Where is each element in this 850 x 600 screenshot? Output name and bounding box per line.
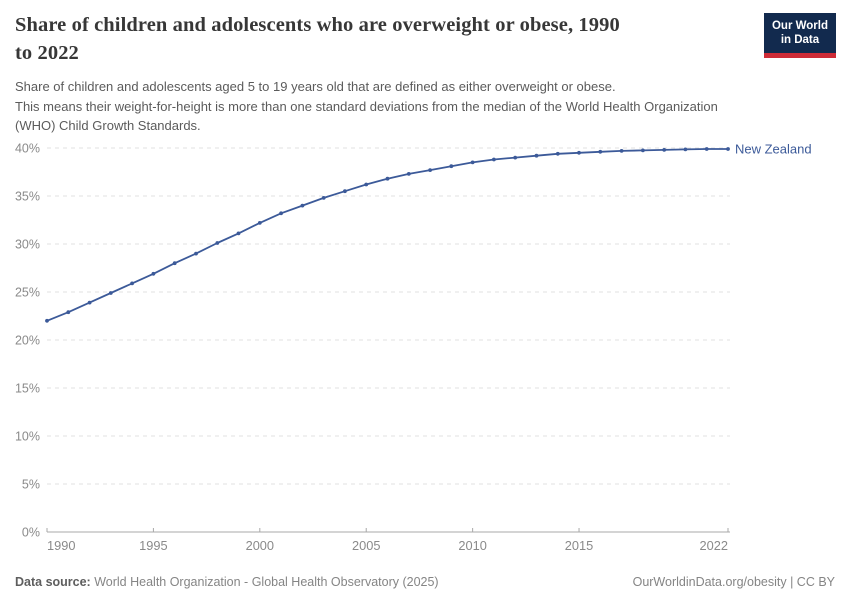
series-line[interactable]	[46, 148, 729, 322]
data-point[interactable]	[534, 153, 539, 158]
data-point[interactable]	[130, 281, 135, 286]
y-axis-tick-label: 40%	[15, 141, 40, 155]
data-point[interactable]	[662, 148, 667, 152]
data-point[interactable]	[364, 182, 369, 187]
data-point[interactable]	[385, 176, 390, 181]
data-point[interactable]	[66, 310, 71, 315]
data-point[interactable]	[492, 157, 496, 162]
subtitle-line-1: Share of children and adolescents aged 5…	[15, 79, 616, 95]
x-axis-tick-label: 2005	[352, 538, 380, 553]
data-point[interactable]	[343, 189, 347, 194]
page-title: Share of children and adolescents who ar…	[15, 12, 755, 67]
y-axis-tick-label: 5%	[22, 477, 40, 491]
x-axis-tick-label: 2022	[700, 538, 728, 553]
y-axis-tick-label: 30%	[15, 237, 40, 251]
x-axis-tick-label: 2000	[246, 538, 274, 553]
owid-logo[interactable]: Our World in Data	[763, 13, 836, 58]
data-point[interactable]	[194, 251, 198, 256]
y-axis-tick-label: 35%	[15, 189, 40, 203]
data-point[interactable]	[300, 203, 305, 208]
x-axis-tick-label: 2015	[565, 538, 593, 553]
data-point[interactable]	[641, 148, 645, 153]
y-axis-tick-label: 15%	[15, 381, 40, 395]
data-point[interactable]	[683, 147, 688, 152]
data-point[interactable]	[470, 160, 475, 165]
data-point[interactable]	[151, 271, 156, 276]
data-point[interactable]	[598, 149, 603, 154]
data-point[interactable]	[577, 150, 581, 155]
data-point[interactable]	[215, 241, 220, 245]
owid-logo-line-1: Our World	[771, 20, 828, 32]
line-chart[interactable]: 0% 5% 10% 15% 20% 25% 30% 35% 40% 1990 1995 2000 200…	[0, 130, 850, 575]
subtitle-line-3: (WHO) Child Growth Standards.	[15, 118, 201, 134]
chart-subtitle: Share of children and adolescents aged 5…	[15, 77, 755, 136]
data-point[interactable]	[236, 231, 241, 236]
data-point[interactable]	[726, 147, 730, 151]
y-axis-tick-label: 20%	[15, 333, 40, 347]
data-point[interactable]	[428, 168, 432, 172]
y-axis-tick-label: 25%	[15, 285, 40, 299]
subtitle-line-2: This means their weight-for-height is mo…	[15, 98, 718, 114]
data-point[interactable]	[279, 211, 283, 216]
data-point[interactable]	[513, 155, 518, 160]
x-axis-tick-label: 1990	[47, 538, 75, 553]
data-source: Data source: World Health Organization -…	[15, 575, 439, 589]
data-point[interactable]	[555, 151, 560, 156]
data-point[interactable]	[704, 147, 709, 151]
y-axis-tick-label: 0%	[22, 525, 40, 539]
y-axis-tick-label: 10%	[15, 429, 40, 443]
data-point[interactable]	[45, 318, 49, 323]
data-point[interactable]	[172, 261, 177, 266]
data-point[interactable]	[406, 172, 411, 176]
x-axis-tick-label: 1995	[139, 538, 167, 553]
title-line-1: Share of children and adolescents who ar…	[15, 14, 620, 36]
chart-area[interactable]: 0% 5% 10% 15% 20% 25% 30% 35% 40% 1990 1995 2000 200…	[0, 130, 850, 575]
data-point[interactable]	[108, 291, 113, 295]
data-point[interactable]	[87, 300, 92, 305]
title-line-2: to 2022	[15, 41, 79, 64]
data-point[interactable]	[449, 164, 454, 169]
chart-header: Share of children and adolescents who ar…	[15, 12, 755, 136]
chart-footer: Data source: World Health Organization -…	[0, 575, 850, 589]
series-label-new-zealand[interactable]: New Zealand	[735, 141, 812, 156]
data-point[interactable]	[257, 221, 262, 225]
x-axis-tick-label: 2010	[458, 538, 486, 553]
license-link[interactable]: OurWorldinData.org/obesity | CC BY	[632, 575, 835, 589]
data-point[interactable]	[619, 149, 624, 153]
data-point[interactable]	[321, 196, 326, 200]
data-source-label: Data source:	[15, 575, 91, 589]
owid-logo-line-2: in Data	[780, 34, 820, 47]
data-source-text: World Health Organization - Global Healt…	[94, 575, 439, 589]
